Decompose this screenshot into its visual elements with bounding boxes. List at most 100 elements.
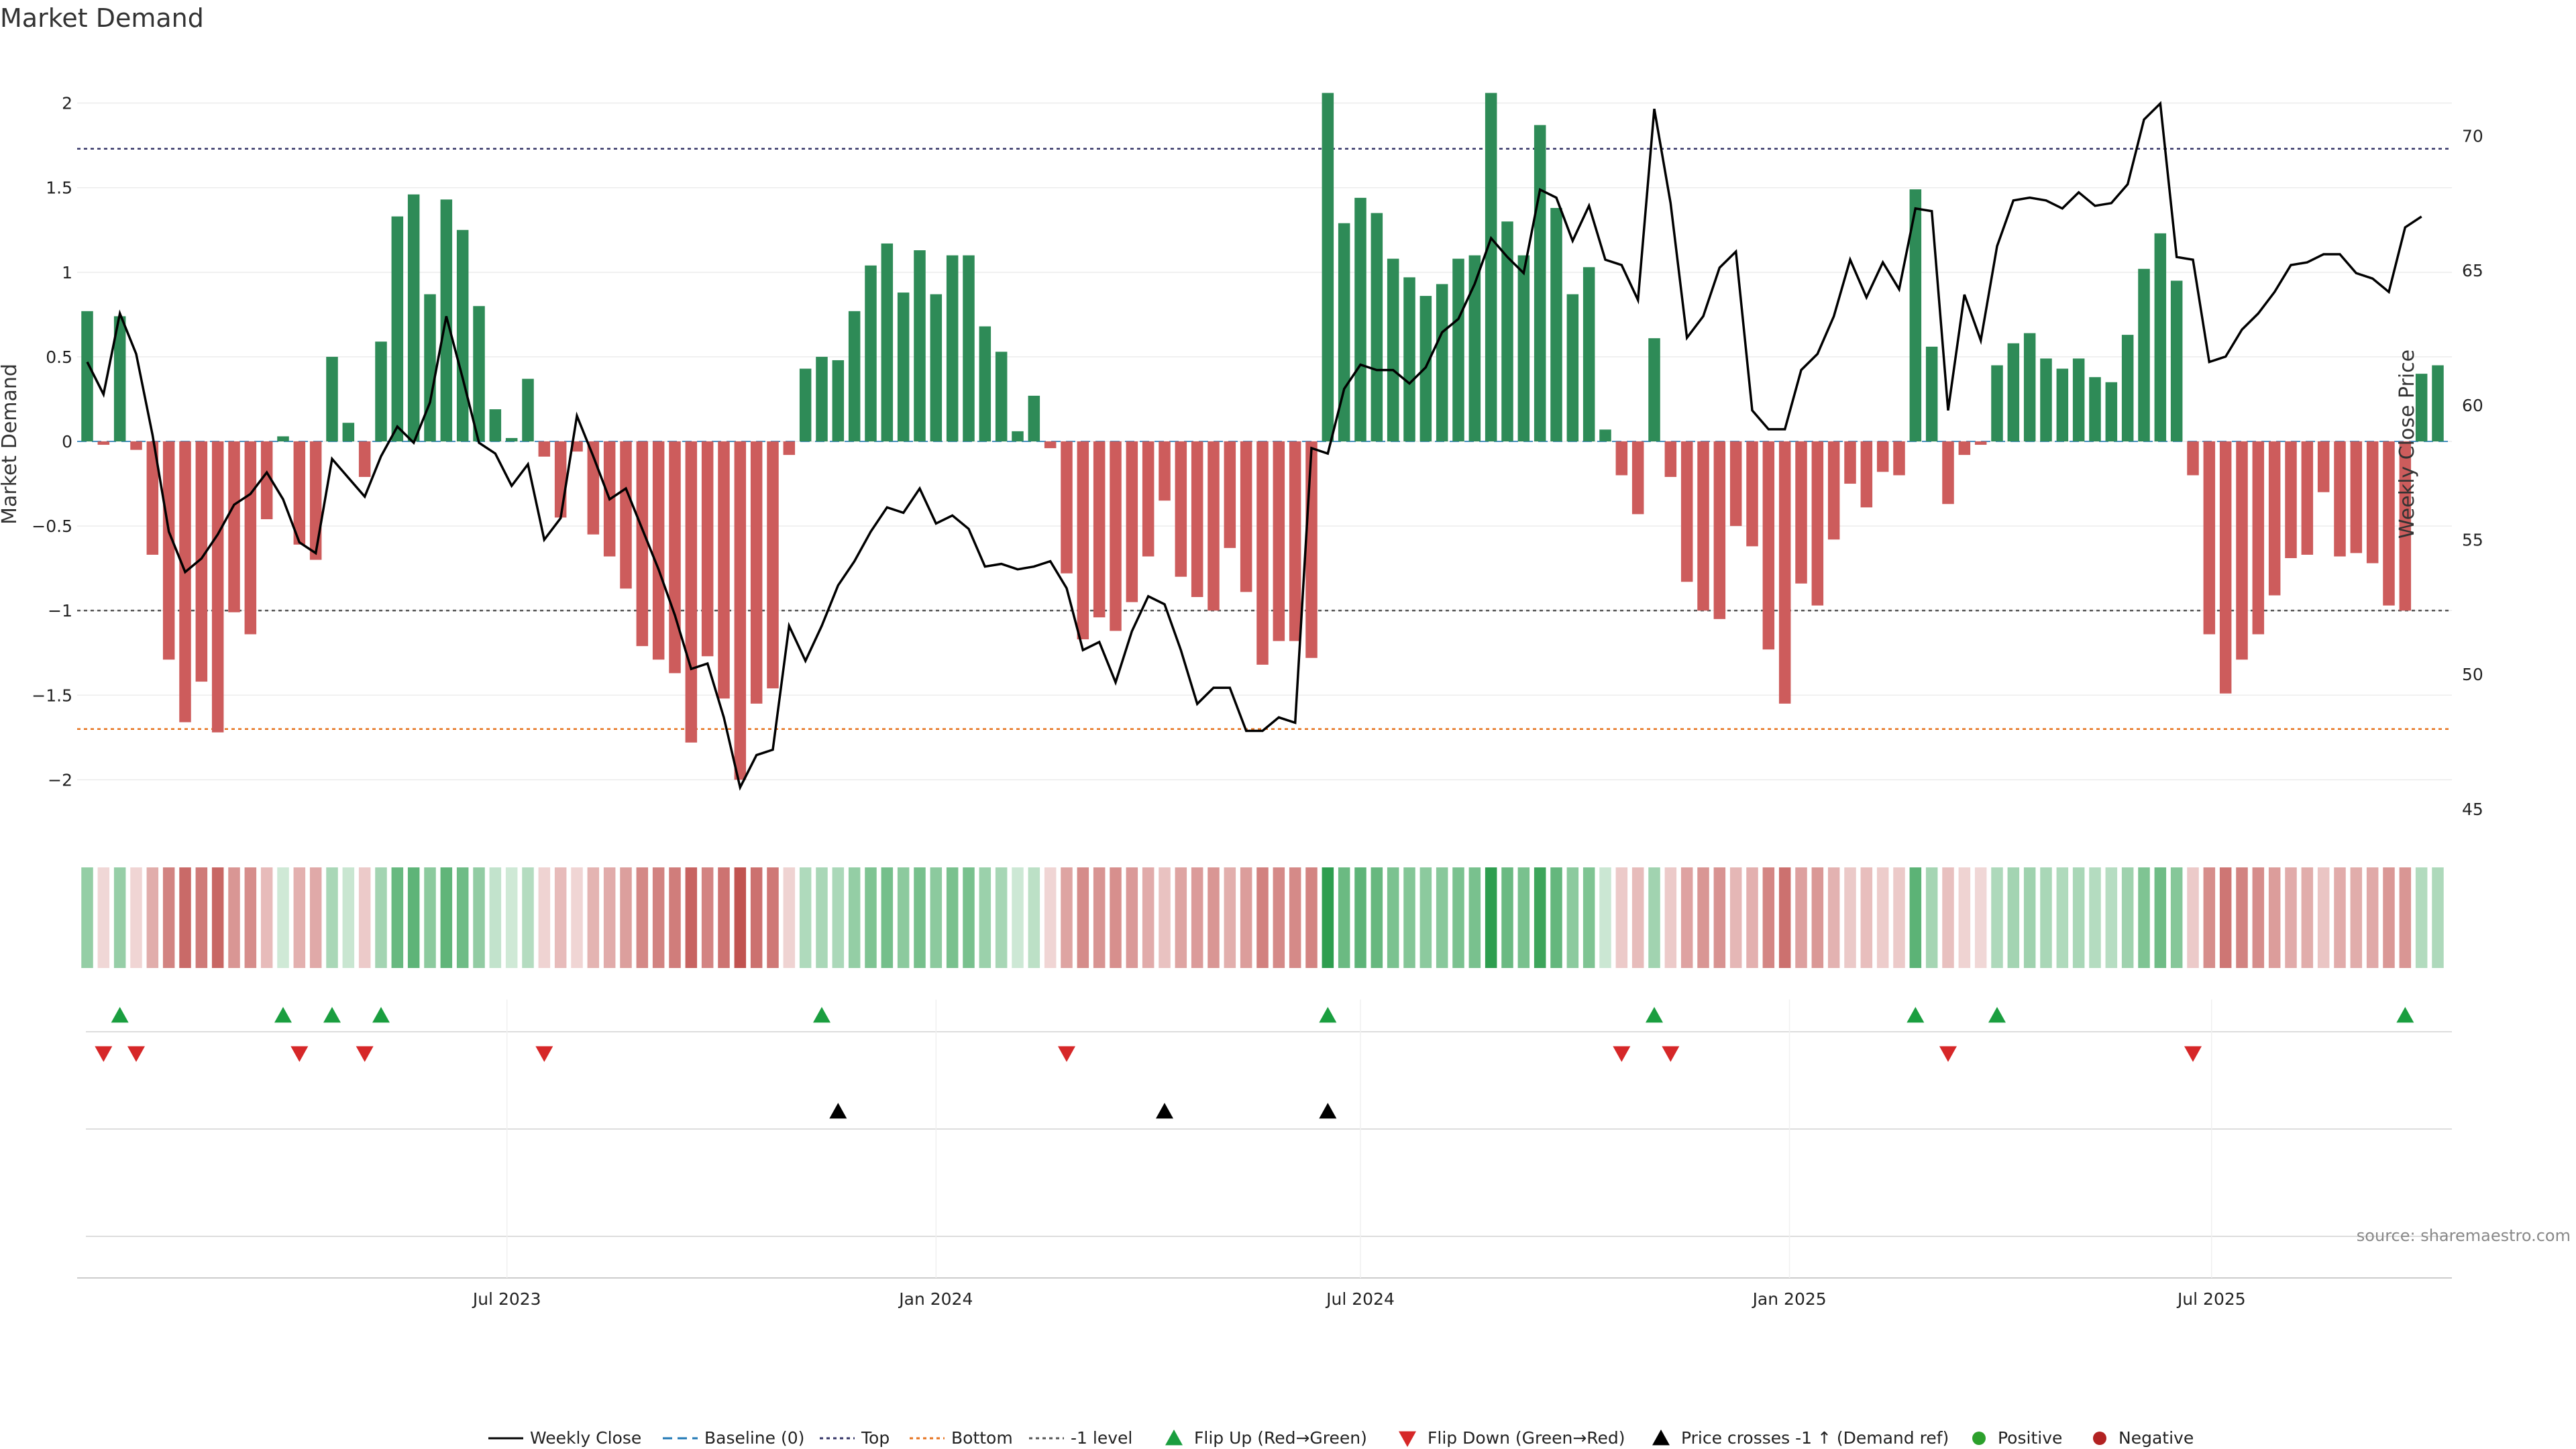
demand-bar (1371, 213, 1383, 441)
heat-cell (2023, 867, 2036, 968)
legend-swatch (1972, 1432, 1986, 1445)
heat-cell (2089, 867, 2101, 968)
heat-cell (799, 867, 812, 968)
heat-cell (571, 867, 583, 968)
demand-bar (1273, 441, 1285, 641)
heat-cell (930, 867, 943, 968)
heat-cell (81, 867, 93, 968)
demand-bars (81, 93, 2444, 780)
heat-cell (2317, 867, 2330, 968)
demand-bar (1664, 441, 1677, 477)
x-tick-label: Jan 2025 (1752, 1289, 1827, 1309)
y-tick-label: −0.5 (32, 517, 72, 536)
legend-label: Negative (2118, 1428, 2194, 1448)
y2-tick-label: 50 (2462, 665, 2483, 684)
demand-bar (162, 441, 175, 660)
demand-bar (228, 441, 240, 612)
chart-title: Market Demand (0, 3, 204, 33)
demand-bar (669, 441, 681, 674)
heat-cell (1925, 867, 1938, 968)
demand-bar (1599, 429, 1611, 441)
demand-bar (2334, 441, 2346, 557)
heat-cell (783, 867, 796, 968)
demand-bar (701, 441, 714, 657)
heat-cell (1648, 867, 1660, 968)
flip-down-marker (290, 1046, 309, 1062)
heat-cell (963, 867, 975, 968)
flip-markers (95, 1007, 2414, 1062)
legend-item: Positive (1972, 1428, 2062, 1448)
heat-cell (718, 867, 730, 968)
heat-cell (113, 867, 126, 968)
heat-cell (2350, 867, 2363, 968)
demand-bar (1958, 441, 1971, 455)
x-tick-label: Jul 2024 (1325, 1289, 1395, 1309)
demand-bar (2366, 441, 2379, 564)
heat-cell (701, 867, 714, 968)
heat-cell (2121, 867, 2134, 968)
heat-cell (2170, 867, 2183, 968)
demand-bar (2105, 382, 2118, 441)
heat-cell (1844, 867, 1856, 968)
demand-bar (1778, 441, 1791, 704)
legend-swatch (2093, 1432, 2106, 1445)
y2-axis-label: Weekly Close Price (2396, 350, 2419, 539)
y-tick-label: 1.5 (46, 178, 72, 198)
flip-up-marker (813, 1007, 830, 1023)
demand-bar (277, 436, 289, 441)
demand-bar (1044, 441, 1057, 449)
legend-label: Price crosses -1 ↑ (Demand ref) (1681, 1428, 1949, 1448)
flip-up-marker (372, 1007, 390, 1023)
demand-bar (1240, 441, 1252, 592)
heat-cell (1403, 867, 1415, 968)
demand-bar (375, 341, 387, 441)
demand-bar (1191, 441, 1203, 597)
heat-cell (636, 867, 649, 968)
weekly-close-line (86, 101, 2422, 791)
heat-cell (260, 867, 273, 968)
demand-bar (1468, 255, 1481, 441)
heat-cell (1550, 867, 1562, 968)
demand-bar (767, 441, 779, 689)
heat-cell (685, 867, 698, 968)
cross-marker (1156, 1103, 1173, 1119)
heat-cell (652, 867, 665, 968)
heat-cell (1631, 867, 1644, 968)
heat-cell (407, 867, 420, 968)
heat-cell (1958, 867, 1971, 968)
y-tick-label: 2 (62, 94, 72, 113)
heat-cell (228, 867, 240, 968)
heat-cell (358, 867, 371, 968)
heat-cell (832, 867, 845, 968)
demand-bar (293, 441, 306, 545)
heat-cell (603, 867, 616, 968)
heat-cell (1909, 867, 1922, 968)
right-axis-ticks: 45 50 55 60 65 70 (2462, 126, 2483, 818)
y2-tick-label: 70 (2462, 126, 2483, 146)
heat-cell (1224, 867, 1236, 968)
heat-cell (1436, 867, 1448, 968)
legend-item: Top (820, 1428, 890, 1448)
flip-up-marker (1319, 1007, 1337, 1023)
flip-up-marker (1988, 1007, 2006, 1023)
heat-cell (1452, 867, 1464, 968)
heat-cell (881, 867, 894, 968)
heat-cell (424, 867, 436, 968)
demand-bar (1305, 441, 1318, 658)
demand-bar (1844, 441, 1856, 484)
demand-bar (195, 441, 208, 682)
demand-bar (358, 441, 371, 477)
demand-bar (146, 441, 159, 555)
heat-cell (277, 867, 289, 968)
heat-cell (1012, 867, 1024, 968)
demand-bar (848, 311, 861, 441)
legend-swatch (1652, 1430, 1670, 1446)
demand-bar (1566, 294, 1579, 441)
y-tick-label: 0 (62, 432, 72, 451)
heat-cell (1762, 867, 1775, 968)
heat-cell (391, 867, 404, 968)
heat-cell (1077, 867, 1089, 968)
demand-bar (1827, 441, 1840, 540)
heat-cell (1044, 867, 1057, 968)
demand-bar (342, 423, 355, 441)
